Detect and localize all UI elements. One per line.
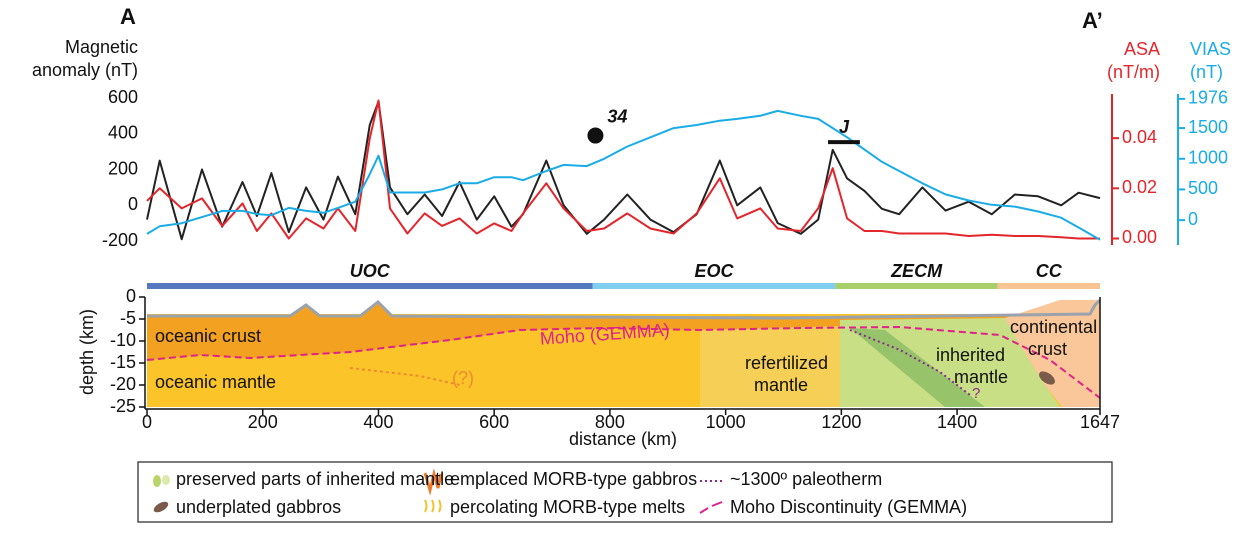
- section-text: oceanic mantle: [155, 372, 276, 392]
- y3-tick-label: 1976: [1188, 88, 1228, 108]
- legend-text: ~1300º paleotherm: [730, 469, 882, 489]
- y3-tick-label: 0: [1188, 209, 1198, 229]
- section-text: refertilized: [745, 353, 828, 373]
- y2-tick-label: 0.02: [1122, 177, 1157, 197]
- legend-icon: [153, 501, 169, 513]
- domain-label: UOC: [350, 261, 391, 281]
- y3-tick-label: 1000: [1188, 148, 1228, 168]
- y3-tick-label: 500: [1188, 178, 1218, 198]
- y2-axis-label: (nT/m): [1107, 62, 1160, 82]
- x-tick-label: 1200: [821, 412, 861, 432]
- y-tick-label: 600: [108, 87, 138, 107]
- y3-tick-label: 1500: [1188, 117, 1228, 137]
- continental-crust-area: [1005, 300, 1100, 407]
- domain-bar: [997, 283, 1100, 289]
- y-tick-label: -200: [102, 230, 138, 250]
- section-text: oceanic crust: [155, 326, 261, 346]
- domain-bar: [147, 283, 593, 289]
- x-axis-label: distance (km): [569, 429, 677, 449]
- y-tick-label: 0: [128, 194, 138, 214]
- paleotherm-line: [849, 329, 971, 396]
- y-tick-label: -20: [110, 374, 136, 394]
- seafloor-line: [147, 298, 1102, 320]
- data-line: [146, 99, 1100, 240]
- y-tick-label: 400: [108, 123, 138, 143]
- y2-tick-label: 0.00: [1122, 227, 1157, 247]
- anomaly-marker: [587, 127, 604, 144]
- section-text: inherited: [936, 345, 1005, 365]
- y-tick-label: -10: [110, 330, 136, 350]
- uncertain-line: [349, 367, 461, 386]
- geology: [146, 298, 1102, 407]
- y2-axis-label: ASA: [1124, 39, 1160, 59]
- legend-icon: [699, 501, 723, 514]
- y-tick-label: -15: [110, 352, 136, 372]
- x-tick-label: 800: [595, 412, 625, 432]
- domain-bar: [592, 283, 836, 289]
- section-text: mantle: [954, 367, 1008, 387]
- y2-tick-label: 0.04: [1122, 127, 1157, 147]
- y-axis-label: depth (km): [77, 309, 97, 395]
- x-tick-label: 400: [363, 412, 393, 432]
- underplated-gabbro: [1039, 371, 1055, 385]
- preserved-mantle-strip: [850, 328, 985, 407]
- legend-box: [137, 461, 1113, 523]
- domain-label: ZECM: [890, 261, 943, 281]
- ridge-label: J: [839, 117, 850, 137]
- legend-icon: [162, 475, 170, 485]
- domain-label: EOC: [695, 261, 735, 281]
- section-text: mantle: [754, 375, 808, 395]
- legend-text: preserved parts of inherited mantle: [176, 469, 454, 489]
- legend-text: underplated gabbros: [176, 497, 341, 517]
- y3-axis-label: (nT): [1190, 62, 1223, 82]
- legend-text: emplaced MORB-type gabbros: [450, 469, 697, 489]
- y-tick-label: 200: [108, 158, 138, 178]
- legend-text: percolating MORB-type melts: [450, 497, 685, 517]
- y-axis-label: anomaly (nT): [32, 60, 138, 80]
- section-text: ?: [972, 385, 980, 402]
- data-line: [146, 109, 1101, 241]
- x-tick-label: 600: [479, 412, 509, 432]
- y-tick-label: -25: [110, 396, 136, 416]
- x-tick-label: 1000: [706, 412, 746, 432]
- y-axis-label: Magnetic: [65, 37, 138, 57]
- domain-label: CC: [1036, 261, 1063, 281]
- y3-axis-label: VIAS: [1190, 39, 1231, 59]
- section-label: A’: [1082, 8, 1103, 33]
- section-text: continental: [1010, 317, 1097, 337]
- y-tick-label: 0: [126, 286, 136, 306]
- x-tick-label: 1647: [1080, 412, 1120, 432]
- anomaly-label: 34: [607, 106, 627, 126]
- section-label: A: [120, 4, 136, 29]
- refertilized-area: [700, 326, 840, 407]
- section-text: crust: [1028, 339, 1067, 359]
- legend-icon: [424, 499, 442, 513]
- moho-line: [146, 325, 1101, 399]
- y-tick-label: -5: [120, 308, 136, 328]
- x-tick-label: 0: [142, 412, 152, 432]
- x-tick-label: 1400: [937, 412, 977, 432]
- x-tick-label: 200: [248, 412, 278, 432]
- domain-bar: [835, 283, 998, 289]
- legend-text: Moho Discontinuity (GEMMA): [730, 497, 967, 517]
- section-text: (?): [452, 368, 474, 388]
- legend-icon: [153, 475, 161, 487]
- legend-icon: [423, 468, 443, 496]
